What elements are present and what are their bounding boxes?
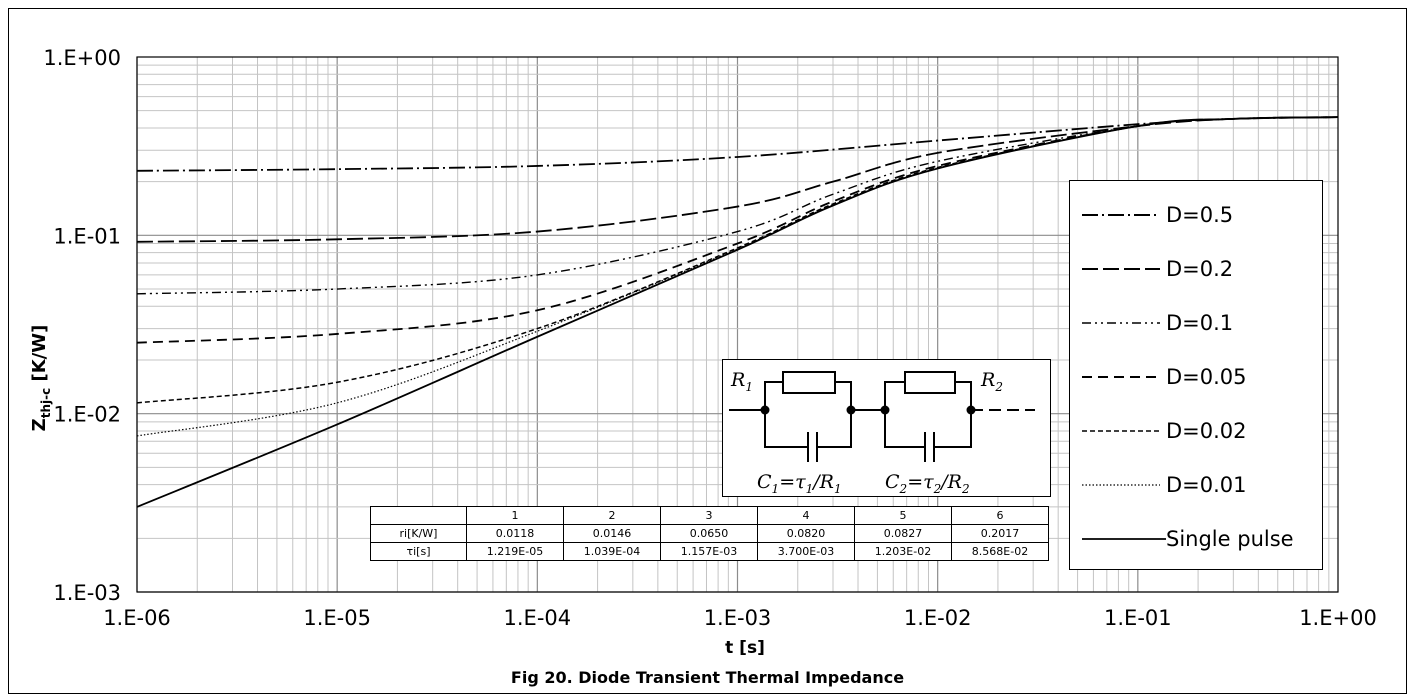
table-row: τi[s] 1.219E-05 1.039E-04 1.157E-03 3.70… [370,542,1049,561]
resistor-r2-symbol [904,371,956,394]
r1-label: R1 [730,369,753,394]
legend-item-d01: D=0.1 [1080,303,1320,343]
table-cell: 3.700E-03 [757,542,855,561]
y-tick-label: 1.E+00 [43,46,121,70]
legend-item-d002: D=0.02 [1080,411,1320,451]
series-layer [136,116,1339,508]
legend-label-single-pulse: Single pulse [1166,527,1294,551]
x-tick-label: 1.E-03 [704,606,772,630]
legend-item-d05: D=0.5 [1080,195,1320,235]
legend-label-d005: D=0.05 [1166,365,1247,389]
resistor-r1-symbol [782,371,836,394]
legend-label-d05: D=0.5 [1166,203,1234,227]
x-tick-label: 1.E-06 [103,606,171,630]
table-cell: ri[K/W] [370,524,467,543]
table-cell [370,506,467,525]
rc-circuit-diagram: R1 R2 C1=τ1/R1 C2=τ2/R2 [729,369,1035,496]
legend-item-single-pulse: Single pulse [1080,519,1320,559]
table-cell: 0.2017 [951,524,1049,543]
table-cell: 0.0820 [757,524,855,543]
plot-border [136,56,1339,593]
c2-formula: C2=τ2/R2 [885,471,970,496]
tick-labels: 1.E-06 1.E-05 1.E-04 1.E-03 1.E-02 1.E-01 1.E+… [43,46,1376,630]
table-cell: 0.0827 [854,524,952,543]
x-tick-label: 1.E-01 [1104,606,1172,630]
legend-label-d002: D=0.02 [1166,419,1247,443]
series-line-2 [136,116,1339,295]
table-cell: 6 [951,506,1049,525]
table-cell: τi[s] [370,542,467,561]
table-cell: 4 [757,506,855,525]
y-axis-label-main: Z [29,418,50,431]
rc-circuit-inset: R1 R2 C1=τ1/R1 C2=τ2/R2 [722,359,1051,497]
c1-formula: C1=τ1/R1 [757,471,842,496]
y-tick-label: 1.E-02 [53,403,121,427]
y-axis-label-sub: thj-c [39,388,53,419]
y-tick-label: 1.E-01 [53,224,121,248]
table-cell: 0.0118 [466,524,564,543]
y-axis-label-unit: [K/W] [29,325,50,382]
x-tick-label: 1.E-04 [504,606,572,630]
table-cell: 1.203E-02 [854,542,952,561]
table-cell: 8.568E-02 [951,542,1049,561]
chart-frame [8,8,1407,694]
thermal-parameter-table: 1 2 3 4 5 6 ri[K/W] 0.0118 0.0146 0.0650… [370,506,1049,561]
table-cell: 0.0146 [563,524,661,543]
y-tick-label: 1.E-03 [53,581,121,605]
table-cell: 1.157E-03 [660,542,758,561]
table-cell: 0.0650 [660,524,758,543]
legend-item-d02: D=0.2 [1080,249,1320,289]
y-axis-label: Zthj-c [K/W] [29,325,53,432]
table-cell: 1 [466,506,564,525]
table-row: ri[K/W] 0.0118 0.0146 0.0650 0.0820 0.08… [370,524,1049,543]
legend-item-d001: D=0.01 [1080,465,1320,505]
x-tick-label: 1.E+00 [1299,606,1377,630]
table-cell: 1.219E-05 [466,542,564,561]
legend-label-d02: D=0.2 [1166,257,1234,281]
legend-label-d01: D=0.1 [1166,311,1234,335]
x-tick-label: 1.E-02 [904,606,972,630]
table-cell: 3 [660,506,758,525]
table-cell: 1.039E-04 [563,542,661,561]
table-cell: 5 [854,506,952,525]
x-tick-label: 1.E-05 [303,606,371,630]
table-header-row: 1 2 3 4 5 6 [370,506,1049,525]
r2-label: R2 [980,369,1003,394]
table-cell: 2 [563,506,661,525]
x-axis-label: t [s] [725,638,765,658]
figure-caption: Fig 20. Diode Transient Thermal Impedanc… [510,668,905,687]
legend: D=0.5 D=0.2 D=0.1 D=0.05 D=0.02 D=0.01 S… [1069,180,1323,570]
legend-label-d001: D=0.01 [1166,473,1247,497]
legend-item-d005: D=0.05 [1080,357,1320,397]
series-line-6 [136,116,1339,508]
